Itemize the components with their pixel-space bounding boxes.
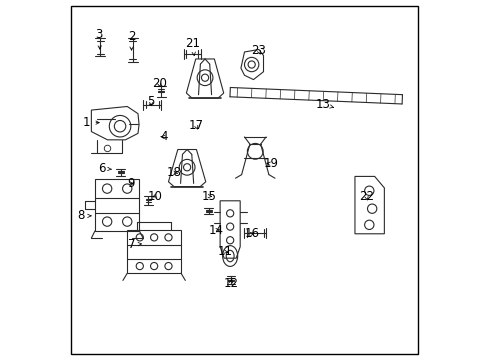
Text: 7: 7 (127, 238, 141, 251)
Text: 17: 17 (188, 119, 203, 132)
Text: 13: 13 (315, 98, 333, 111)
Text: 20: 20 (151, 77, 166, 90)
Text: 2: 2 (127, 30, 135, 50)
Text: 21: 21 (184, 36, 200, 55)
Text: 22: 22 (358, 190, 373, 203)
Text: 8: 8 (78, 210, 91, 222)
Text: 5: 5 (147, 95, 155, 108)
Text: 1: 1 (83, 116, 99, 129)
Text: 12: 12 (223, 278, 238, 291)
Text: 14: 14 (208, 224, 223, 237)
Text: 23: 23 (251, 44, 266, 57)
Text: 18: 18 (167, 166, 182, 179)
Text: 3: 3 (95, 28, 103, 49)
Text: 4: 4 (160, 130, 167, 144)
Text: 11: 11 (217, 245, 232, 258)
Text: 15: 15 (201, 190, 216, 203)
Text: 16: 16 (244, 227, 259, 240)
Text: 9: 9 (127, 177, 134, 190)
Text: 10: 10 (147, 190, 162, 203)
Text: 6: 6 (98, 162, 111, 175)
Text: 19: 19 (264, 157, 278, 170)
